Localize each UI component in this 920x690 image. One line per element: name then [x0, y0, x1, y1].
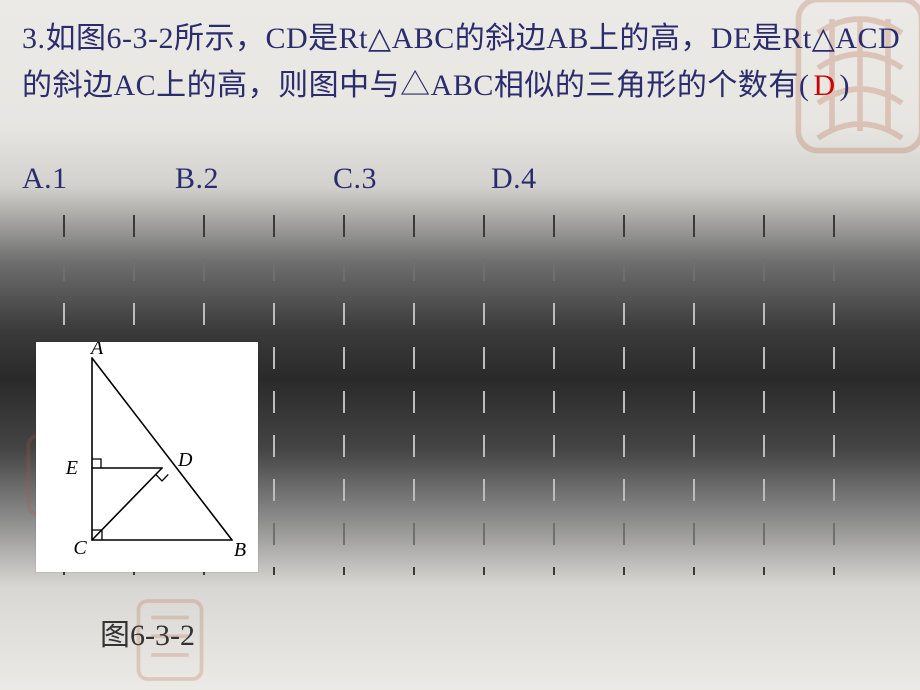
geometry-figure: A B C D E: [36, 342, 258, 572]
svg-text:E: E: [65, 457, 78, 479]
question-answer: D: [809, 69, 839, 102]
option-d: D.4: [491, 162, 611, 196]
options-row: A.1 B.2 C.3 D.4: [22, 162, 611, 196]
question-prefix: 3.如图6-3-2所示，CD是Rt△ABC的斜边AB上的高，DE是Rt△ACD的…: [22, 22, 900, 102]
svg-text:D: D: [177, 449, 193, 471]
svg-text:A: A: [89, 342, 104, 359]
figure-caption: 图6-3-2: [100, 610, 195, 654]
question-text: 3.如图6-3-2所示，CD是Rt△ABC的斜边AB上的高，DE是Rt△ACD的…: [22, 16, 902, 109]
figure-box: A B C D E: [36, 342, 258, 572]
option-b: B.2: [175, 162, 325, 196]
svg-text:B: B: [234, 539, 246, 561]
svg-text:C: C: [73, 537, 87, 559]
option-c: C.3: [333, 162, 483, 196]
option-a: A.1: [22, 162, 167, 196]
question-suffix: ): [840, 69, 851, 102]
